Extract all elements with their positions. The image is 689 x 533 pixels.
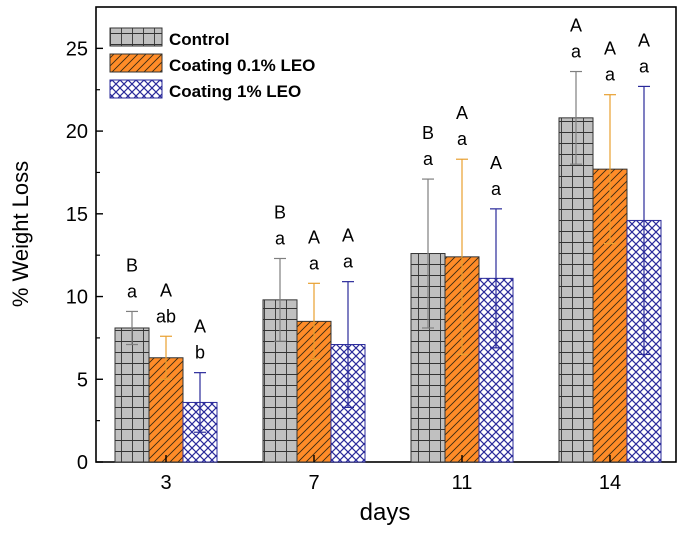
- letter-lower: a: [605, 65, 616, 85]
- letter-lower: a: [275, 228, 286, 248]
- x-tick-label: 11: [452, 472, 473, 494]
- x-tick-label: 14: [599, 472, 621, 494]
- legend-swatch-coating-01: [109, 53, 163, 73]
- letter-upper: A: [570, 16, 582, 36]
- bar-0-3: [558, 117, 594, 463]
- letter-lower: a: [127, 281, 138, 301]
- letter-upper: B: [422, 123, 434, 143]
- y-tick-label: 20: [66, 121, 88, 143]
- letter-upper: B: [126, 255, 138, 275]
- y-tick-label: 5: [77, 369, 88, 391]
- letter-lower: a: [491, 179, 502, 199]
- x-axis-label: days: [360, 499, 411, 526]
- letter-lower: b: [195, 343, 205, 363]
- y-axis-label: % Weight Loss: [8, 161, 33, 307]
- y-tick-label: 25: [66, 38, 88, 60]
- legend-swatch-control: [109, 27, 163, 47]
- x-tick-label: 3: [160, 472, 171, 494]
- letter-lower: a: [457, 129, 468, 149]
- letter-upper: A: [308, 227, 320, 247]
- letter-lower: a: [309, 253, 320, 273]
- legend-swatch-coating-1: [109, 79, 163, 99]
- letter-lower: a: [639, 56, 650, 76]
- letter-upper: A: [604, 39, 616, 59]
- letter-lower: ab: [156, 306, 176, 326]
- y-tick-label: 15: [66, 204, 88, 226]
- legend-label-control: Control: [169, 30, 229, 49]
- bar-0-0: [114, 327, 150, 463]
- letter-upper: B: [274, 202, 286, 222]
- letter-upper: A: [456, 103, 468, 123]
- legend-label-coating-01: Coating 0.1% LEO: [169, 56, 315, 75]
- letter-upper: A: [194, 317, 206, 337]
- legend: Control Coating 0.1% LEO Coating 1% LEO: [109, 27, 315, 101]
- letter-upper: A: [638, 30, 650, 50]
- letter-lower: a: [571, 42, 582, 62]
- plot-frame: [95, 6, 677, 463]
- letter-upper: A: [490, 153, 502, 173]
- y-tick-label: 10: [66, 287, 88, 309]
- y-tick-label: 0: [77, 452, 88, 474]
- x-tick-label: 7: [308, 472, 319, 494]
- letter-lower: a: [343, 252, 354, 272]
- letter-lower: a: [423, 149, 434, 169]
- letter-upper: A: [342, 226, 354, 246]
- letter-upper: A: [160, 280, 172, 300]
- legend-label-coating-1: Coating 1% LEO: [169, 82, 301, 101]
